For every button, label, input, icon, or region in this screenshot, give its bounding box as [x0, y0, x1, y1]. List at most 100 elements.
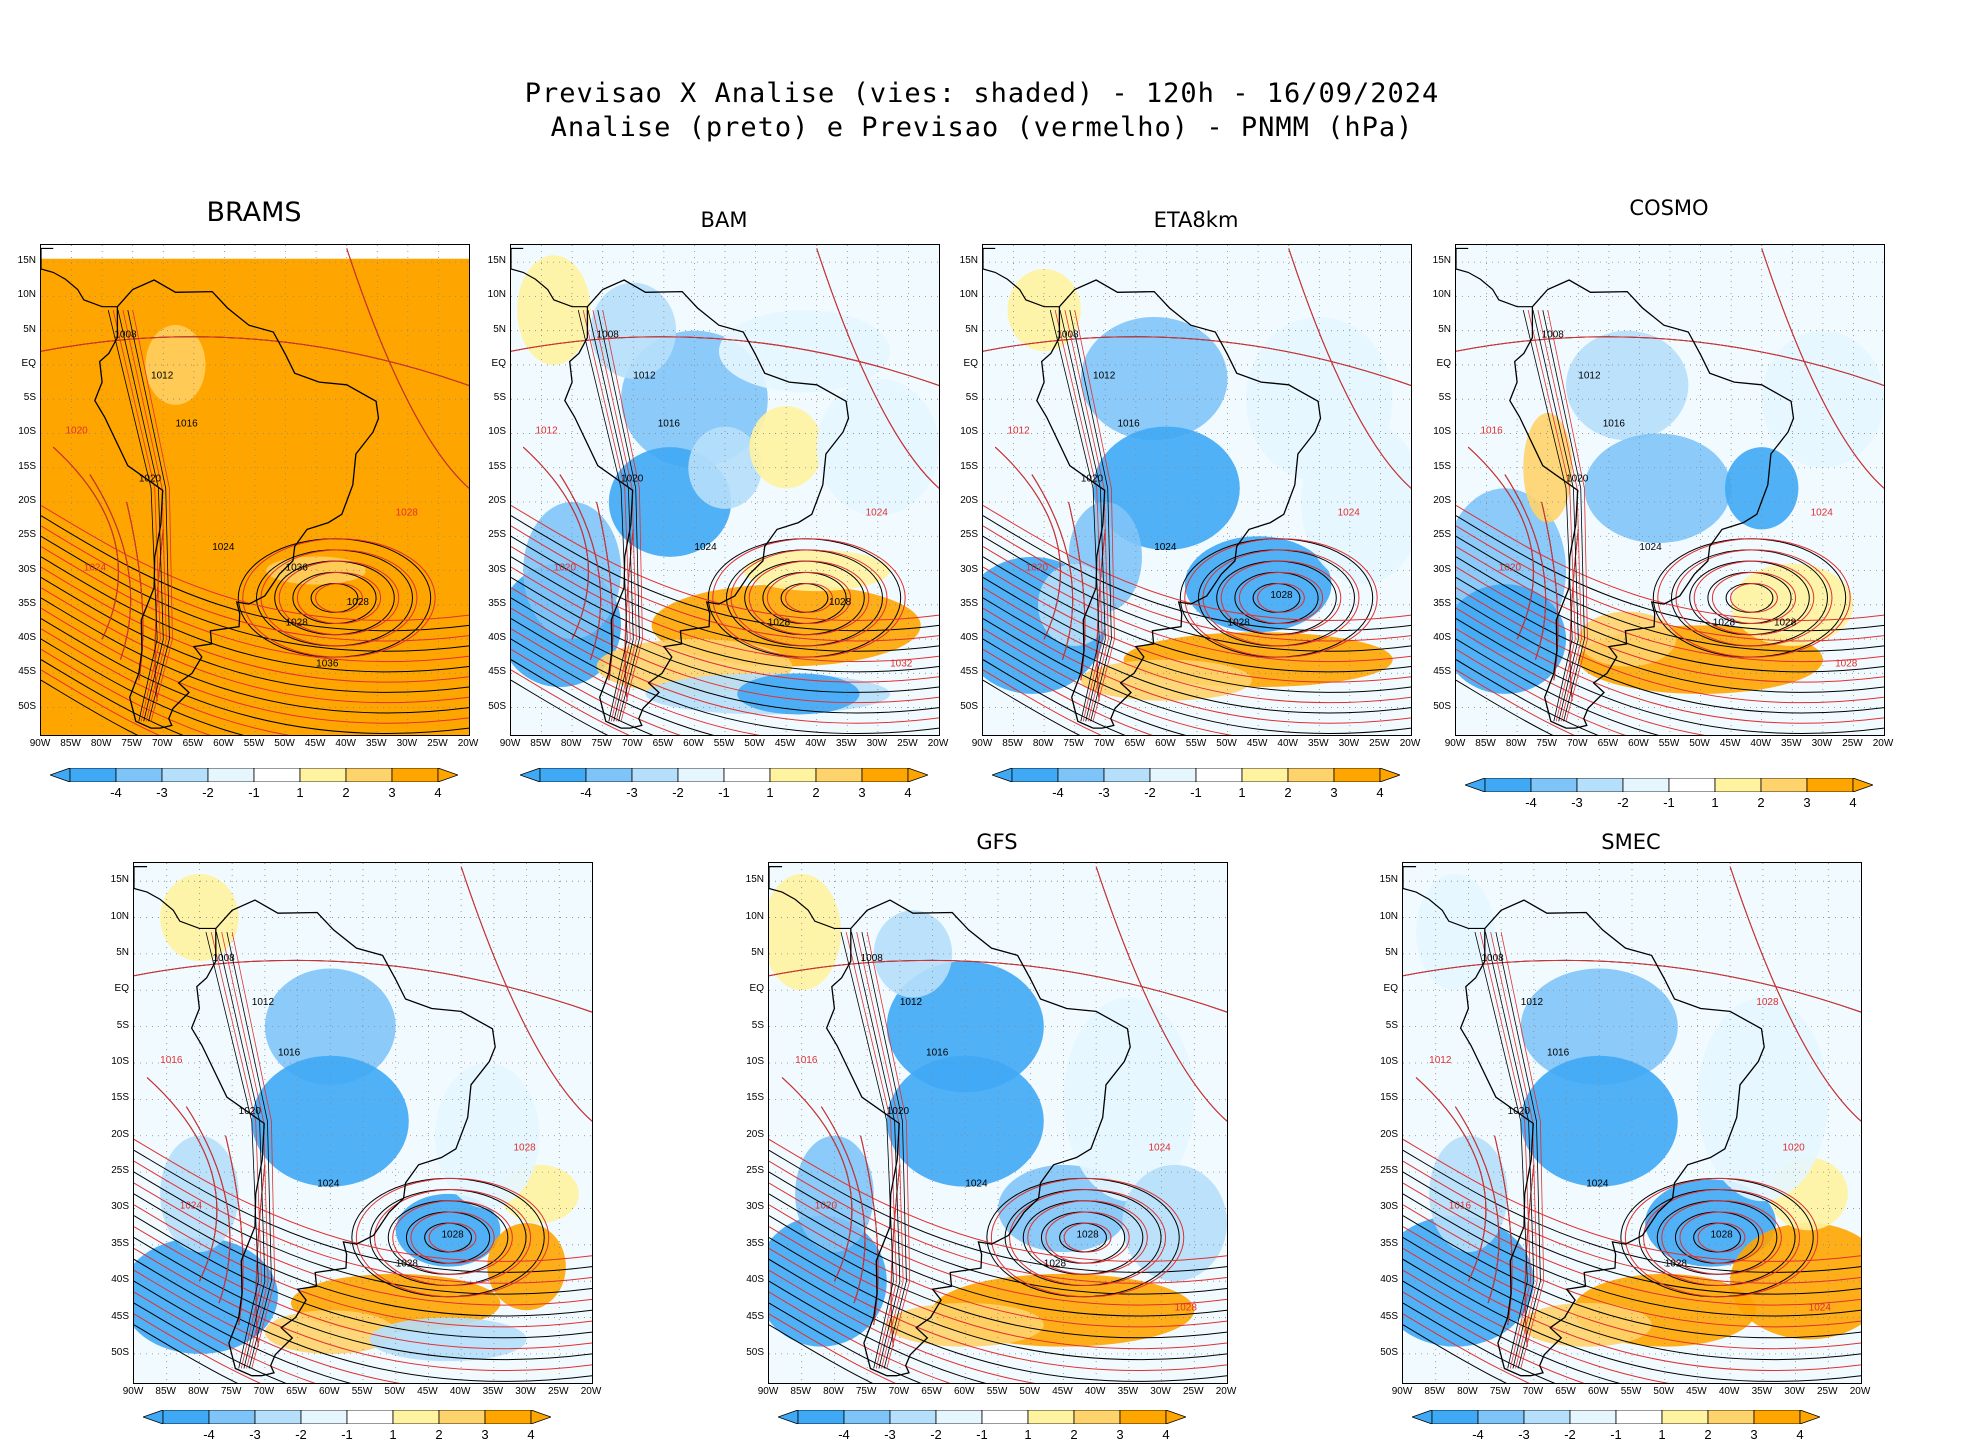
latitude-tick-label: 15N	[959, 255, 978, 267]
latitude-tick-label: EQ	[749, 983, 764, 995]
forecast-isobar	[785, 583, 833, 613]
colorbar-label: -1	[976, 1427, 988, 1442]
forecast-isobar	[41, 628, 290, 735]
longitude-tick-label: 90W	[971, 738, 993, 749]
forecast-isobar	[990, 1177, 1185, 1298]
colorbar-label: 3	[1330, 785, 1338, 800]
longitude-tick-label: 20W	[580, 1386, 602, 1397]
colorbar-segment	[69, 768, 117, 782]
analysis-isobar-label: 1024	[1639, 542, 1662, 553]
latitude-tick-label: 5S	[1385, 1019, 1398, 1031]
longitude-tick-label: 45W	[304, 738, 326, 749]
forecast-isobar-label: 1012	[535, 425, 558, 436]
bias-shading	[145, 324, 206, 405]
colorbar-segment	[1569, 1410, 1617, 1424]
forecast-isobar	[1403, 1204, 1861, 1328]
forecast-isobar	[983, 566, 1411, 683]
latitude-tick-label: 10N	[959, 289, 978, 301]
colorbar-label: 2	[435, 1427, 443, 1442]
colorbar-segment	[299, 768, 347, 782]
colorbar-label: -2	[1144, 785, 1156, 800]
latitude-tick-label: 15S	[488, 460, 506, 472]
bias-shading	[1184, 536, 1332, 633]
coastline	[190, 899, 496, 1377]
latitude-tick-label: 20S	[1380, 1128, 1398, 1140]
latitude-tick-label: 5S	[751, 1019, 764, 1031]
forecast-isobar	[1238, 571, 1324, 625]
forecast-isobar	[1403, 1291, 1585, 1383]
latitude-tick-label: 30S	[746, 1201, 764, 1213]
forecast-isobar	[1456, 607, 1884, 724]
map-svg: 1008 1012 1016 1020 1024 1028 1016 1020 1024 1028…	[1456, 245, 1884, 735]
map-panel: 1008 1012 1016 1020 1024 1028 1016 1024 1028 1028	[133, 862, 593, 1384]
forecast-isobar	[511, 587, 939, 704]
forecast-isobar	[1403, 1160, 1861, 1284]
forecast-isobar	[52, 446, 119, 640]
colorbar: -4 -3 -2 -1 1 2 3 4	[520, 768, 928, 804]
latitude-tick-label: 35S	[1380, 1237, 1398, 1249]
andes-contour	[582, 310, 631, 722]
forecast-isobar-label: 1024	[1338, 508, 1361, 519]
latitude-tick-label: 15N	[487, 255, 506, 267]
bias-shading	[1697, 997, 1829, 1202]
colorbar-label: -4	[1052, 785, 1064, 800]
colorbar-label: 3	[388, 785, 396, 800]
forecast-isobar	[983, 525, 1411, 642]
colorbar-segment	[815, 768, 863, 782]
latitude-tick-label: EQ	[114, 983, 129, 995]
analysis-isobar	[983, 638, 1187, 735]
longitude-tick-label: 50W	[744, 738, 765, 749]
forecast-isobar	[769, 1182, 1227, 1306]
longitude-tick-label: 45W	[1246, 738, 1268, 749]
andes-contour	[851, 932, 901, 1369]
analysis-isobar	[1456, 535, 1884, 652]
forecast-isobar-label: 1020	[1026, 563, 1049, 574]
colorbar-label: -3	[626, 785, 638, 800]
longitude-tick-label: 20W	[927, 738, 949, 749]
colorbar-segment	[1806, 778, 1854, 792]
colorbar-arrow-right	[530, 1410, 551, 1424]
colorbar-label: -2	[672, 785, 684, 800]
latitude-tick-label: 20S	[960, 494, 978, 506]
analysis-isobar	[511, 597, 939, 714]
forecast-isobar	[769, 1313, 896, 1383]
colorbar-arrow-right	[1165, 1410, 1186, 1424]
longitude-tick-label: 50W	[274, 738, 295, 749]
latitude-tick-label: 45S	[1433, 666, 1451, 678]
forecast-isobar	[374, 1189, 532, 1287]
andes-contour	[132, 310, 173, 722]
latitude-tick-label: 35S	[746, 1237, 764, 1249]
bias-shading	[41, 258, 469, 735]
colorbar-segment	[1477, 1410, 1525, 1424]
forecast-isobar	[1031, 474, 1074, 660]
analysis-isobar	[1403, 1193, 1861, 1317]
map-svg: 1008 1012 1016 1020 1024 1028 1036 1020 1024 1028…	[41, 245, 469, 735]
colorbar-label: 4	[1162, 1427, 1170, 1442]
analysis-isobar-label: 1028	[768, 617, 791, 628]
colorbar-segment	[1333, 768, 1381, 782]
bias-shading	[1584, 433, 1732, 544]
forecast-isobar	[41, 587, 469, 704]
colorbar: -4 -3 -2 -1 1 2 3 4	[1465, 778, 1873, 814]
longitude-tick-label: 55W	[713, 738, 735, 749]
forecast-isobar-label: 1028	[513, 1142, 536, 1153]
forecast-isobar	[1624, 1177, 1819, 1298]
forecast-isobar	[1494, 1135, 1513, 1325]
latitude-tick-label: 5S	[965, 392, 978, 404]
colorbar-segment	[161, 768, 209, 782]
longitude-tick-label: 75W	[1489, 1386, 1511, 1397]
analysis-isobar-label: 1028	[1044, 1259, 1067, 1270]
latitude-tick-label: 5S	[116, 1019, 129, 1031]
analysis-isobar	[134, 1324, 238, 1383]
latitude-tick-label: 20S	[111, 1128, 129, 1140]
colorbar-segment	[115, 768, 163, 782]
analysis-isobar	[511, 618, 939, 735]
forecast-isobar	[1288, 248, 1411, 489]
colorbar-label: -3	[1098, 785, 1110, 800]
forecast-isobar	[559, 474, 602, 660]
longitude-tick-label: 80W	[560, 738, 582, 749]
forecast-isobar	[1661, 1200, 1782, 1275]
figure-title-line1: Previsao X Analise (vies: shaded) - 120h…	[524, 78, 1440, 109]
bias-shading	[718, 310, 891, 393]
colorbar-label: 3	[858, 785, 866, 800]
